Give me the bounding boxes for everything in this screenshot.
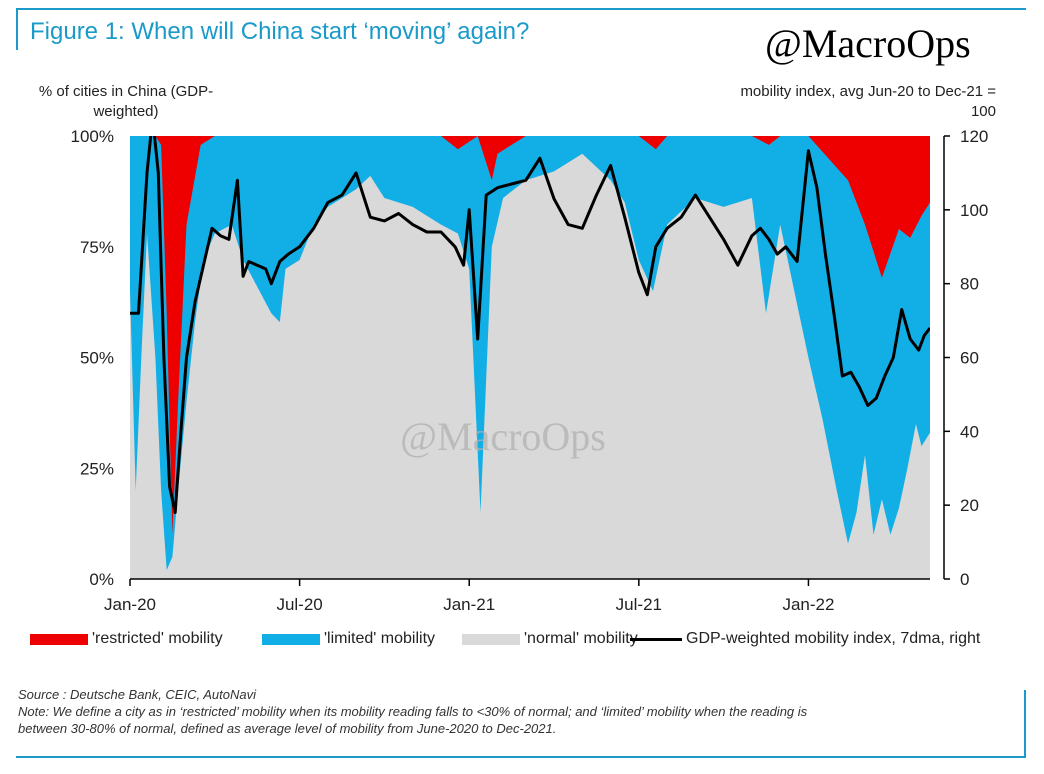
x-tick-label: Jul-20 bbox=[276, 595, 322, 614]
legend-label-limited: 'limited' mobility bbox=[324, 630, 436, 647]
figure-frame-top bbox=[16, 8, 1026, 10]
y-right-tick-label: 20 bbox=[960, 496, 979, 515]
legend-limited: 'limited' mobility bbox=[262, 630, 435, 648]
legend-swatch-limited bbox=[262, 633, 320, 645]
y-axis-left-label: % of cities in China (GDP-weighted) bbox=[38, 83, 214, 120]
legend-normal: 'normal' mobility bbox=[462, 630, 638, 648]
watermark-logo: @MacroOps bbox=[765, 21, 971, 66]
legend-swatch-index bbox=[630, 637, 682, 641]
legend-swatch-restricted bbox=[30, 633, 88, 645]
y-left-tick-label: 50% bbox=[80, 349, 114, 368]
legend-label-index: GDP-weighted mobility index, 7dma, right bbox=[686, 630, 981, 647]
source-note: Source : Deutsche Bank, CEIC, AutoNavi bbox=[18, 687, 256, 702]
y-left-tick-label: 75% bbox=[80, 238, 114, 257]
y-right-tick-label: 60 bbox=[960, 349, 979, 368]
y-left-tick-label: 0% bbox=[89, 570, 114, 589]
x-tick-label: Jul-21 bbox=[616, 595, 662, 614]
y-left-tick-label: 25% bbox=[80, 459, 114, 478]
footer-frame-right bbox=[1024, 690, 1026, 756]
area-normal bbox=[130, 153, 930, 579]
legend-label-restricted: 'restricted' mobility bbox=[92, 630, 223, 647]
legend-index: GDP-weighted mobility index, 7dma, right bbox=[630, 630, 980, 648]
y-right-tick-label: 100 bbox=[960, 201, 988, 220]
y-right-tick-label: 80 bbox=[960, 275, 979, 294]
legend-label-normal: 'normal' mobility bbox=[524, 630, 638, 647]
watermark-center: @MacroOps bbox=[400, 414, 606, 459]
footnote: Source : Deutsche Bank, CEIC, AutoNavi N… bbox=[18, 686, 1018, 737]
y-right-tick-label: 120 bbox=[960, 127, 988, 146]
y-right-tick-label: 0 bbox=[960, 570, 969, 589]
figure-frame-left bbox=[16, 8, 18, 50]
definition-note-line2: between 30-80% of normal, defined as ave… bbox=[18, 721, 557, 736]
y-right-tick-label: 40 bbox=[960, 422, 979, 441]
x-tick-label: Jan-22 bbox=[782, 595, 834, 614]
plot-area bbox=[130, 136, 930, 579]
y-axis-right-label: mobility index, avg Jun-20 to Dec-21 = 1… bbox=[740, 83, 996, 120]
line-mobility-index bbox=[130, 136, 930, 514]
footer-frame-bottom bbox=[16, 756, 1026, 758]
x-tick-label: Jan-20 bbox=[104, 595, 156, 614]
y-left-tick-label: 100% bbox=[71, 127, 114, 146]
legend-swatch-normal bbox=[462, 633, 520, 645]
x-tick-label: Jan-21 bbox=[443, 595, 495, 614]
definition-note-line1: Note: We define a city as in ‘restricted… bbox=[18, 704, 808, 719]
legend-restricted: 'restricted' mobility bbox=[30, 630, 223, 648]
chart-title: Figure 1: When will China start ‘moving’… bbox=[30, 18, 530, 45]
